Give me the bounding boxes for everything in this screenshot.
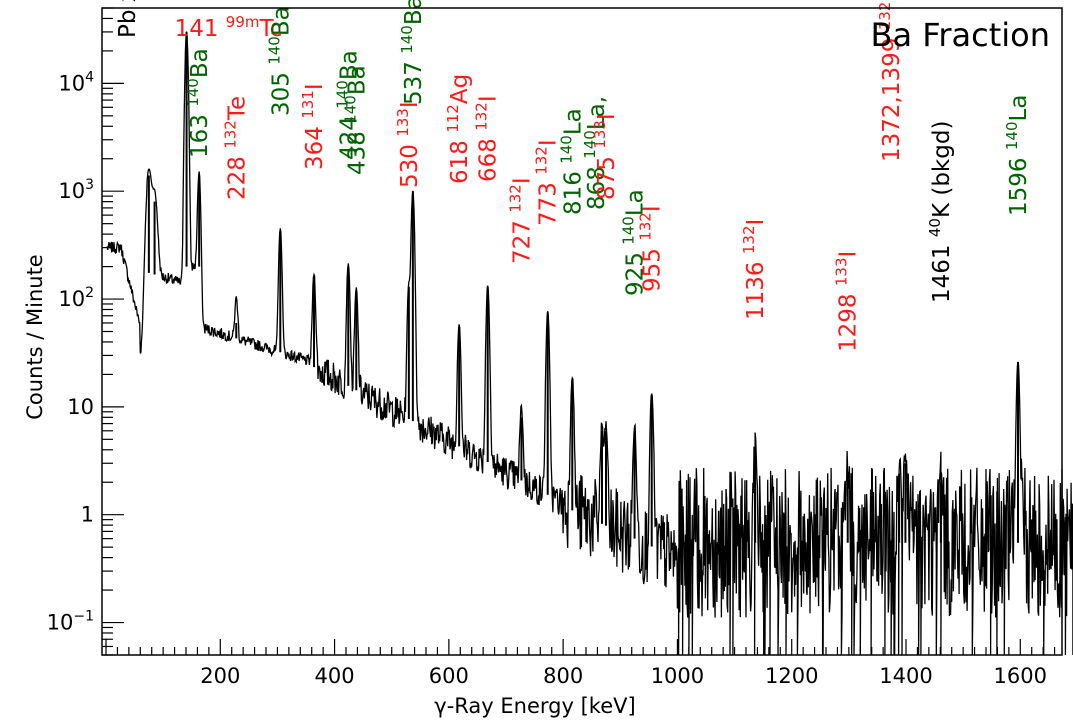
x-tick-label: 800 — [543, 664, 583, 688]
peak-label: 1136 132I — [740, 219, 769, 320]
y-tick-label: 10−1 — [47, 609, 94, 635]
peak-label: 727 132I — [506, 177, 535, 264]
x-tick-label: 1600 — [994, 664, 1047, 688]
peak-label: 925 140La — [620, 189, 649, 296]
y-tick-label: 102 — [58, 285, 94, 311]
peak-label: 875 133I — [591, 113, 620, 200]
peak-label: 228 132Te — [221, 96, 250, 200]
spectrum-series — [106, 31, 1073, 656]
peak-label: 773 132I — [533, 139, 562, 226]
peak-label: Pb x-rays — [115, 0, 141, 38]
peak-label: 364 131I — [299, 83, 328, 170]
x-tick-label: 1400 — [879, 664, 932, 688]
peak-label: 537 140Ba — [398, 0, 427, 105]
x-tick-label: 400 — [315, 664, 355, 688]
peak-label: 305 140Ba — [265, 6, 294, 116]
peak-label: 438 140Ba — [341, 65, 370, 175]
x-tick-label: 1000 — [651, 664, 704, 688]
peak-label: 163 140Ba — [184, 48, 213, 158]
peak-label: 1372,1399 132I, 1388 112Ag — [876, 0, 905, 162]
x-tick-label: 600 — [429, 664, 469, 688]
peak-label: 1461 40K (bkgd) — [926, 121, 955, 303]
peak-label: 424 140Ba — [333, 50, 362, 160]
peak-label: 141 99mTc — [175, 13, 283, 42]
peak-label: 868 140La, — [581, 96, 610, 210]
y-axis-title: Counts / Minute — [23, 254, 47, 419]
peak-annotations: Pb x-rays 141 99mTc 163 140Ba 228 132Te 305 … — [115, 0, 1032, 352]
axes: 200 400 600 800 1000 1200 1400 1600 10−1 1 10 102 10… — [47, 7, 1063, 688]
peak-label: 816 140La — [557, 108, 586, 215]
x-axis-title: γ-Ray Energy [keV] — [434, 694, 635, 718]
peak-label: 955 132I — [637, 205, 666, 292]
peak-label: 1298 133I — [833, 251, 862, 352]
peak-label: 1596 140La — [1003, 95, 1032, 216]
chart-title: Ba Fraction — [871, 16, 1050, 54]
x-tick-label: 200 — [200, 664, 240, 688]
peak-label: 530 133I — [394, 101, 423, 188]
peak-label: 668 132I — [473, 95, 502, 182]
y-tick-label: 103 — [58, 177, 94, 203]
y-tick-label: 1 — [81, 503, 94, 527]
peak-label: 618 112Ag — [444, 74, 473, 184]
x-tick-label: 1200 — [765, 664, 818, 688]
y-tick-label: 104 — [58, 69, 94, 95]
y-tick-label: 10 — [67, 395, 94, 419]
